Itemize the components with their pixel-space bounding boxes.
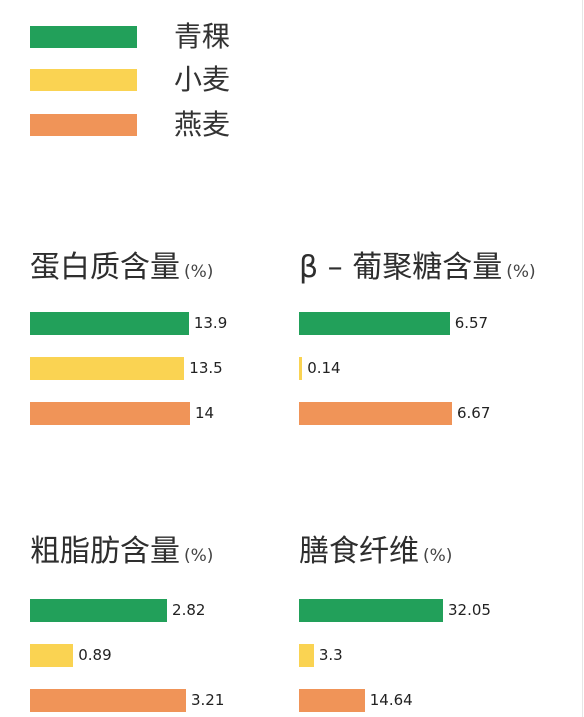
- chart-unit: (%): [184, 546, 214, 566]
- chart-title-dietary-fiber: 膳食纤维 (%): [299, 530, 452, 578]
- chart-title-text: 膳食纤维: [299, 534, 419, 569]
- chart-panel-dietary-fiber: 膳食纤维 (%) 32.05 3.3 14.64: [299, 530, 579, 712]
- value-label-beta-glucan-oat: 6.67: [457, 404, 491, 422]
- chart-title-crude-fat: 粗脂肪含量 (%): [30, 530, 213, 578]
- bar-crude-fat-wheat: [30, 644, 74, 667]
- value-label-beta-glucan-qingke: 6.57: [454, 314, 489, 332]
- value-label-protein-qingke: 13.9: [193, 314, 228, 332]
- legend-swatch-qingke: [30, 26, 137, 48]
- bar-protein-qingke: [30, 312, 189, 335]
- legend-swatch-oat: [30, 114, 137, 136]
- value-label-beta-glucan-wheat: 0.14: [307, 359, 341, 377]
- chart-unit: (%): [423, 546, 453, 566]
- chart-unit: (%): [184, 262, 214, 282]
- legend-label-oat: 燕麦: [174, 108, 231, 141]
- value-label-crude-fat-oat: 3.21: [191, 691, 225, 709]
- chart-panel-crude-fat: 粗脂肪含量 (%) 2.82 0.89 3.21: [30, 530, 310, 712]
- bar-crude-fat-qingke: [30, 599, 168, 622]
- legend-swatch-wheat: [30, 69, 137, 91]
- chart-title-text: β – 葡聚糖含量: [299, 250, 503, 285]
- bar-protein-wheat: [30, 357, 185, 380]
- bar-dietary-fiber-wheat: [299, 644, 314, 667]
- chart-panel-protein: 蛋白质含量 (%) 13.9 13.5 14: [30, 246, 310, 425]
- chart-title-text: 蛋白质含量: [30, 250, 180, 285]
- bar-dietary-fiber-qingke: [299, 599, 443, 622]
- bar-beta-glucan-qingke: [299, 312, 450, 335]
- value-label-crude-fat-qingke: 2.82: [172, 601, 206, 619]
- chart-unit: (%): [506, 262, 536, 282]
- chart-title-beta-glucan: β – 葡聚糖含量 (%): [299, 246, 536, 294]
- value-label-dietary-fiber-wheat: 3.3: [318, 646, 343, 664]
- chart-title-text: 粗脂肪含量: [30, 534, 180, 569]
- bar-beta-glucan-oat: [299, 402, 452, 425]
- value-label-protein-oat: 14: [195, 404, 215, 422]
- bar-crude-fat-oat: [30, 689, 186, 712]
- chart-panel-beta-glucan: β – 葡聚糖含量 (%) 6.57 0.14 6.67: [299, 246, 579, 425]
- value-label-dietary-fiber-oat: 14.64: [369, 691, 413, 709]
- value-label-dietary-fiber-qingke: 32.05: [448, 601, 491, 619]
- chart-title-protein: 蛋白质含量 (%): [30, 246, 213, 294]
- legend-label-wheat: 小麦: [174, 63, 231, 96]
- bar-protein-oat: [30, 402, 190, 425]
- value-label-protein-wheat: 13.5: [189, 359, 223, 377]
- legend-label-qingke: 青稞: [174, 20, 231, 53]
- bar-dietary-fiber-oat: [299, 689, 365, 712]
- bar-beta-glucan-wheat: [299, 357, 303, 380]
- value-label-crude-fat-wheat: 0.89: [78, 646, 112, 664]
